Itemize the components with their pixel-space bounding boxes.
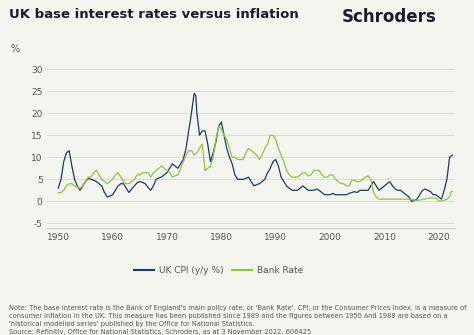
Text: Note: The base interest rate is the Bank of England's main policy rate, or 'Bank: Note: The base interest rate is the Bank…	[9, 305, 467, 335]
Text: UK base interest rates versus inflation: UK base interest rates versus inflation	[9, 8, 299, 21]
Text: %: %	[11, 44, 20, 54]
Legend: UK CPI (y/y %), Bank Rate: UK CPI (y/y %), Bank Rate	[131, 262, 307, 279]
Text: Schroders: Schroders	[341, 8, 436, 26]
